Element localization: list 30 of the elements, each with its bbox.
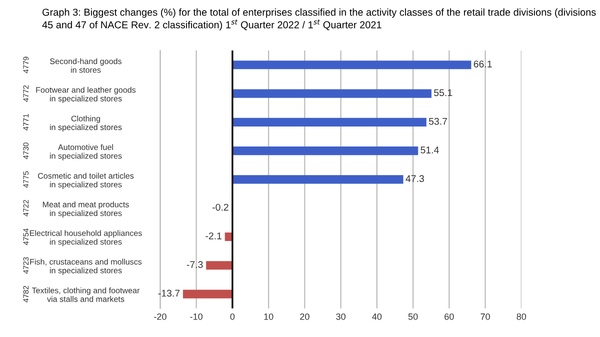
y-tick-label: Footwear and leather goods in specialized stores — [36, 86, 136, 104]
y-tick-label: Fish, crustaceans and molluscs in specialized stores — [30, 258, 142, 275]
y-tick-label: Meat and meat products in specialized stores — [42, 201, 129, 218]
chart-title: Graph 3: Biggest changes (%) for the total of enterprises classified in the activity classes of the retail trade divisions (divisions 45 and 47 of NACE Rev. 2 classification) 1$^{st}$ Quarter 2022 / 1$^{st}$ Quarter 2021 — [42, 8, 596, 30]
data-label: -2.1 — [206, 232, 222, 240]
x-tick-label: 0 — [230, 313, 235, 320]
x-tick-label: 30 — [336, 313, 346, 320]
y-tick-label: Clothing in specialized stores — [50, 115, 122, 132]
x-tick-label: -20 — [154, 313, 166, 320]
y-tick-label: Cosmetic and toilet articles in specialized stores — [38, 172, 134, 189]
data-label: -0.2 — [212, 204, 228, 211]
y-tick-label: Textiles, clothing and footwear via stalls and markets — [32, 287, 140, 302]
data-label: 53.7 — [428, 118, 448, 125]
x-tick-label: -10 — [190, 313, 202, 320]
x-tick-label: 80 — [516, 313, 526, 320]
x-tick-label: 40 — [372, 313, 382, 320]
x-tick-label: 20 — [300, 313, 310, 320]
x-tick-label: 50 — [408, 313, 418, 320]
x-tick-label: 70 — [480, 313, 490, 320]
x-tick-label: 10 — [264, 313, 274, 320]
data-label: 66.1 — [474, 60, 492, 68]
data-label: 55.1 — [434, 89, 452, 96]
x-tick-label: 60 — [444, 313, 454, 320]
y-tick-label: Automotive fuel in specialized stores — [50, 144, 122, 160]
y-tick-label: Second-hand goods in stores — [50, 58, 122, 73]
y-tick-label: Electrical household appliances in specialized stores — [30, 230, 142, 246]
data-label: -7.3 — [186, 261, 203, 268]
data-label: -13.7 — [158, 290, 180, 297]
data-label: 47.3 — [406, 175, 424, 182]
data-label: 51.4 — [420, 146, 439, 154]
